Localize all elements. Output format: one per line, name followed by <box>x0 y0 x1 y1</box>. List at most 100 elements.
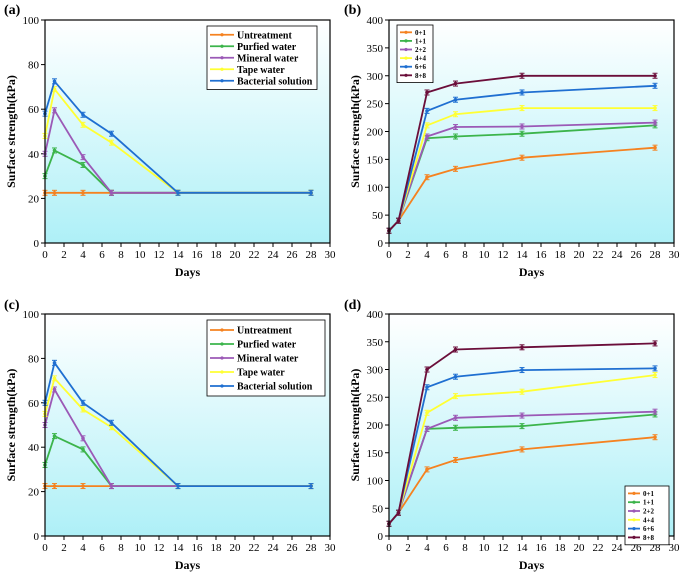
series-line <box>44 360 311 487</box>
legend-marker <box>220 56 224 60</box>
data-point <box>453 394 458 398</box>
data-point <box>52 191 57 195</box>
data-point <box>425 134 429 139</box>
series-8+8 <box>386 340 658 527</box>
y-tick-label: 200 <box>367 420 384 432</box>
x-tick-label: 26 <box>631 542 643 554</box>
legend-marker <box>404 56 408 60</box>
x-tick-label: 8 <box>118 542 124 554</box>
x-tick-label: 2 <box>405 542 411 554</box>
y-tick-label: 100 <box>23 309 40 321</box>
x-tick-label: 28 <box>650 249 662 261</box>
legend-label: 1+1 <box>415 37 426 45</box>
data-point <box>425 467 429 472</box>
x-tick-label: 14 <box>173 249 185 261</box>
data-point <box>453 167 458 171</box>
x-tick-label: 12 <box>498 542 509 554</box>
legend-label: Mineral water <box>237 354 299 365</box>
data-point <box>109 425 114 430</box>
x-tick-label: 4 <box>424 249 430 261</box>
data-point <box>176 484 180 488</box>
legend-label: 1+1 <box>643 499 654 507</box>
y-tick-label: 0 <box>34 238 40 250</box>
data-point <box>81 191 85 195</box>
y-tick-label: 20 <box>28 193 40 205</box>
data-point <box>453 97 458 102</box>
legend-label: 2+2 <box>643 508 654 516</box>
data-point <box>520 345 524 350</box>
data-point <box>453 347 458 352</box>
legend-label: Bacterial solution <box>237 76 313 87</box>
axis-frame <box>388 19 675 244</box>
x-tick-label: 2 <box>405 249 411 261</box>
x-tick-label: 20 <box>230 542 242 554</box>
data-point <box>425 367 429 372</box>
y-tick-label: 300 <box>367 71 384 83</box>
legend-label: 0+1 <box>643 490 654 498</box>
x-tick-label: 24 <box>612 542 624 554</box>
y-axis-title: Surface strength(kPa) <box>4 369 18 482</box>
x-tick-label: 4 <box>424 542 430 554</box>
x-axis-title: Days <box>519 558 545 572</box>
y-tick-label: 80 <box>28 60 40 72</box>
data-point <box>52 87 57 91</box>
x-tick-label: 20 <box>574 249 586 261</box>
data-point <box>520 413 524 418</box>
legend-label: Tape water <box>237 368 285 379</box>
legend-marker <box>632 527 636 531</box>
legend-label: 2+2 <box>415 46 426 54</box>
data-point <box>52 484 57 488</box>
x-tick-label: 8 <box>462 542 468 554</box>
data-point <box>425 123 429 128</box>
series-Bacterial solution <box>42 359 314 490</box>
data-point <box>453 425 458 430</box>
legend-label: 8+8 <box>415 72 426 80</box>
y-tick-label: 50 <box>372 210 384 222</box>
data-point <box>453 458 458 462</box>
x-tick-label: 4 <box>80 249 86 261</box>
legend-marker <box>220 356 224 360</box>
chart-panel-2: (c)0 2 4 6 8 10 12 14 16 18 20 22 24 26 28 300204060801… <box>4 298 336 572</box>
legend-marker <box>632 535 636 540</box>
data-point <box>81 163 85 167</box>
y-tick-label: 50 <box>372 503 384 515</box>
data-point <box>81 112 85 117</box>
x-tick-label: 30 <box>669 249 681 261</box>
legend-label: 6+6 <box>415 63 426 71</box>
data-point <box>52 361 57 365</box>
data-point <box>520 90 524 95</box>
data-point <box>109 191 114 195</box>
legend-marker <box>220 67 224 71</box>
x-tick-label: 0 <box>42 542 48 554</box>
data-point <box>520 131 524 136</box>
data-point <box>309 191 313 195</box>
legend-marker <box>220 79 224 83</box>
x-tick-label: 6 <box>99 542 105 554</box>
data-point <box>653 409 657 414</box>
x-tick-label: 0 <box>386 249 392 261</box>
data-point <box>425 175 429 180</box>
y-tick-label: 400 <box>367 15 384 27</box>
legend: 0+11+12+24+46+68+8 <box>396 24 434 83</box>
x-tick-label: 28 <box>306 249 318 261</box>
x-tick-label: 30 <box>325 249 337 261</box>
x-tick-label: 20 <box>230 249 242 261</box>
x-tick-label: 10 <box>135 249 147 261</box>
legend-label: Purfied water <box>237 340 297 351</box>
x-tick-label: 14 <box>173 542 185 554</box>
legend-label: 0+1 <box>415 29 426 37</box>
legend-marker <box>220 328 224 332</box>
data-point <box>81 155 85 159</box>
axis-frame <box>44 313 331 537</box>
data-point <box>52 376 57 381</box>
data-point <box>109 140 114 145</box>
data-point <box>109 131 114 136</box>
data-point <box>520 447 524 452</box>
series-line <box>388 74 655 232</box>
y-axis-title: Surface strength(kPa) <box>4 75 18 188</box>
legend-label: 6+6 <box>643 525 654 533</box>
data-point <box>309 484 313 488</box>
y-tick-label: 100 <box>367 182 384 194</box>
